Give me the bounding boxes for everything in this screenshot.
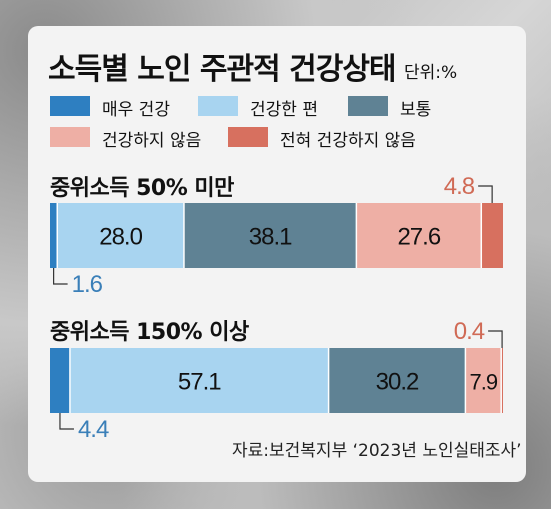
bar-segment-low-income-very-healthy	[50, 203, 58, 268]
data-label-low-income-very-healthy: 1.6	[72, 271, 103, 298]
data-label-high-income-unhealthy: 7.9	[469, 370, 497, 395]
callout-line-high-income-very-healthy	[59, 413, 74, 430]
chart-title: 소득별 노인 주관적 건강상태	[48, 52, 397, 87]
data-label-high-income-very-healthy: 4.4	[78, 416, 109, 443]
callout-line-low-income-very-unhealthy	[478, 185, 493, 203]
data-label-high-income-normal: 30.2	[376, 369, 419, 396]
legend-swatch-unhealthy	[50, 127, 90, 147]
legend-label-normal: 보통	[400, 100, 432, 120]
data-label-low-income-healthy: 28.0	[99, 224, 142, 251]
bar-segment-low-income-unhealthy	[356, 203, 482, 268]
legend-swatch-healthy	[198, 96, 238, 116]
data-label-high-income-very-unhealthy: 0.4	[454, 318, 485, 345]
unit-label: 단위:%	[404, 63, 458, 83]
legend-label-very-healthy: 매우 건강	[102, 100, 170, 120]
legend-label-healthy: 건강한 편	[250, 100, 318, 120]
bar-segment-low-income-very-unhealthy	[481, 203, 503, 268]
bar-segment-high-income-healthy	[69, 348, 329, 413]
source-note: 자료:보건복지부 ‘2023년 노인실태조사’	[232, 441, 522, 461]
bar-segment-low-income-healthy	[57, 203, 184, 268]
callout-line-low-income-very-healthy	[53, 268, 68, 285]
legend-label-very-unhealthy: 전혀 건강하지 않음	[280, 131, 416, 151]
bar-segment-high-income-very-unhealthy	[501, 348, 503, 413]
data-label-high-income-healthy: 57.1	[178, 369, 221, 396]
legend-label-unhealthy: 건강하지 않음	[102, 131, 202, 151]
bar-segment-low-income-normal	[183, 203, 357, 268]
legend-swatch-very-unhealthy	[228, 127, 268, 147]
legend-swatch-normal	[348, 96, 388, 116]
data-label-low-income-unhealthy: 27.6	[397, 224, 440, 251]
bar-segment-high-income-unhealthy	[465, 348, 502, 413]
data-label-low-income-very-unhealthy: 4.8	[444, 173, 475, 200]
data-label-low-income-normal: 38.1	[249, 224, 292, 251]
bar-segment-high-income-normal	[328, 348, 466, 413]
callout-line-high-income-very-unhealthy	[488, 330, 503, 348]
category-label-high-income: 중위소득 150% 이상	[50, 320, 249, 345]
bar-segment-high-income-very-healthy	[50, 348, 70, 413]
legend-swatch-very-healthy	[50, 96, 90, 116]
category-label-low-income: 중위소득 50% 미만	[50, 176, 234, 201]
